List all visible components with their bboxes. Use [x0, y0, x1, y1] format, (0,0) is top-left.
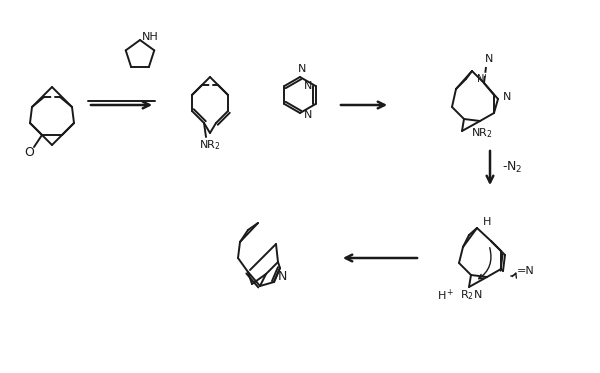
Text: H: H — [483, 217, 491, 227]
Text: N: N — [277, 270, 287, 282]
Text: R$_2$N: R$_2$N — [460, 288, 482, 302]
Text: N: N — [298, 64, 306, 74]
Text: NH: NH — [142, 32, 158, 42]
Text: -N$_2$: -N$_2$ — [502, 159, 523, 175]
FancyArrowPatch shape — [511, 273, 517, 278]
Text: O: O — [24, 145, 34, 159]
Text: N: N — [503, 92, 511, 102]
Text: NR$_2$: NR$_2$ — [471, 126, 493, 140]
Text: H$^+$: H$^+$ — [437, 287, 455, 303]
Text: NR$_2$: NR$_2$ — [199, 138, 221, 152]
Text: N: N — [304, 81, 312, 91]
Text: N: N — [485, 54, 493, 64]
Text: N': N' — [477, 74, 487, 84]
FancyArrowPatch shape — [479, 248, 491, 279]
Text: N: N — [304, 110, 312, 120]
Text: =N: =N — [517, 266, 535, 276]
